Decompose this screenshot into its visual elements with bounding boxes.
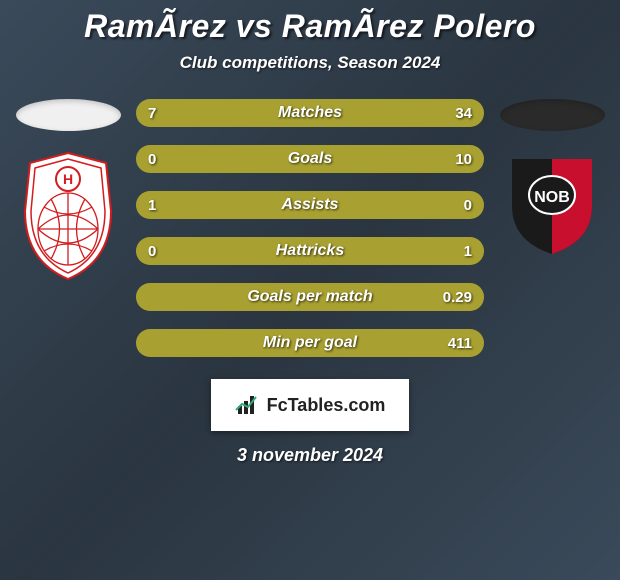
comparison-content: H 7Matches340Goals101Assists00Hattricks1… [0,99,620,357]
stat-label: Matches [136,104,484,122]
svg-text:H: H [63,171,73,187]
stat-row: 0Hattricks1 [136,237,484,265]
right-player-col: NOB [492,99,612,256]
stat-label: Goals [136,150,484,168]
stat-label: Goals per match [136,288,484,306]
stat-bars: 7Matches340Goals101Assists00Hattricks1Go… [136,99,484,357]
svg-text:NOB: NOB [534,189,570,206]
stat-value-right: 10 [455,151,472,168]
player-badge-right [500,99,605,131]
stat-value-right: 411 [448,335,472,352]
club-logo-nob: NOB [502,151,602,256]
stat-row: Goals per match0.29 [136,283,484,311]
page-title: RamÃ­rez vs RamÃ­rez Polero [0,0,620,45]
stat-row: 7Matches34 [136,99,484,127]
left-player-col: H [8,99,128,281]
stat-value-right: 0.29 [443,289,472,306]
watermark-text: FcTables.com [267,395,386,416]
subtitle: Club competitions, Season 2024 [0,53,620,73]
stat-label: Assists [136,196,484,214]
stat-label: Min per goal [136,334,484,352]
stat-label: Hattricks [136,242,484,260]
club-logo-huracan: H [18,151,118,281]
chart-icon [235,394,261,416]
stat-value-right: 34 [455,105,472,122]
stat-value-right: 1 [464,243,472,260]
stat-value-right: 0 [464,197,472,214]
stat-row: 1Assists0 [136,191,484,219]
stat-row: 0Goals10 [136,145,484,173]
date-label: 3 november 2024 [0,445,620,466]
stat-row: Min per goal411 [136,329,484,357]
player-badge-left [16,99,121,131]
watermark: FcTables.com [211,379,409,431]
